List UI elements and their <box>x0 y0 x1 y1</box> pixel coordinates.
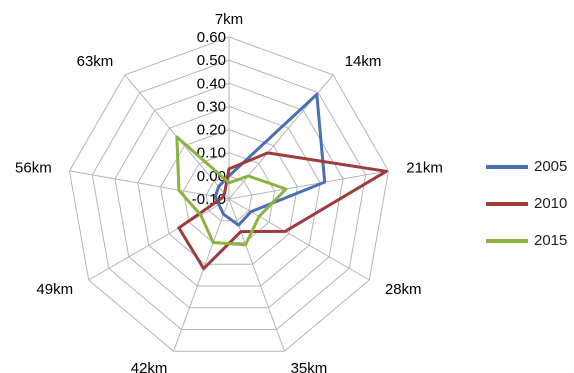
spoke-5 <box>173 198 230 352</box>
tick-label: 0.30 <box>197 98 226 115</box>
grid-ring-7 <box>68 36 390 352</box>
legend-swatch <box>486 201 528 206</box>
chart-legend: 2005 2010 2015 <box>486 148 567 259</box>
tick-label: 0.50 <box>197 52 226 69</box>
grid-ring-6 <box>91 59 367 330</box>
spoke-2 <box>228 170 389 200</box>
category-label: 35km <box>291 360 328 373</box>
series-line-2005 <box>213 92 327 227</box>
tick-label: 0.20 <box>197 122 226 139</box>
legend-label: 2005 <box>534 158 568 175</box>
spoke-6 <box>88 198 230 281</box>
grid-ring-1 <box>205 175 253 222</box>
legend-swatch <box>486 164 528 169</box>
grid-ring-4 <box>137 105 321 287</box>
legend-item-2010: 2010 <box>486 185 567 222</box>
grid-ring-3 <box>160 129 298 265</box>
category-label: 28km <box>385 281 422 298</box>
category-label: 7km <box>215 11 243 28</box>
series-line-2015 <box>175 135 288 247</box>
legend-label: 2010 <box>534 195 568 212</box>
category-label: 42km <box>131 360 168 373</box>
category-label: 63km <box>77 53 114 70</box>
legend-item-2005: 2005 <box>486 148 567 185</box>
category-label: 49km <box>36 281 73 298</box>
tick-label: 0.10 <box>197 145 226 162</box>
legend-label: 2015 <box>534 232 568 249</box>
grid-ring-5 <box>114 82 344 309</box>
spoke-7 <box>69 170 230 200</box>
category-label: 21km <box>406 160 443 177</box>
series-line-2010 <box>177 151 388 271</box>
category-label: 56km <box>15 160 52 177</box>
legend-swatch <box>486 238 528 243</box>
category-label: 14km <box>345 53 382 70</box>
tick-label: 0.60 <box>197 29 226 46</box>
tick-label: 0.40 <box>197 75 226 92</box>
legend-item-2015: 2015 <box>486 222 567 259</box>
